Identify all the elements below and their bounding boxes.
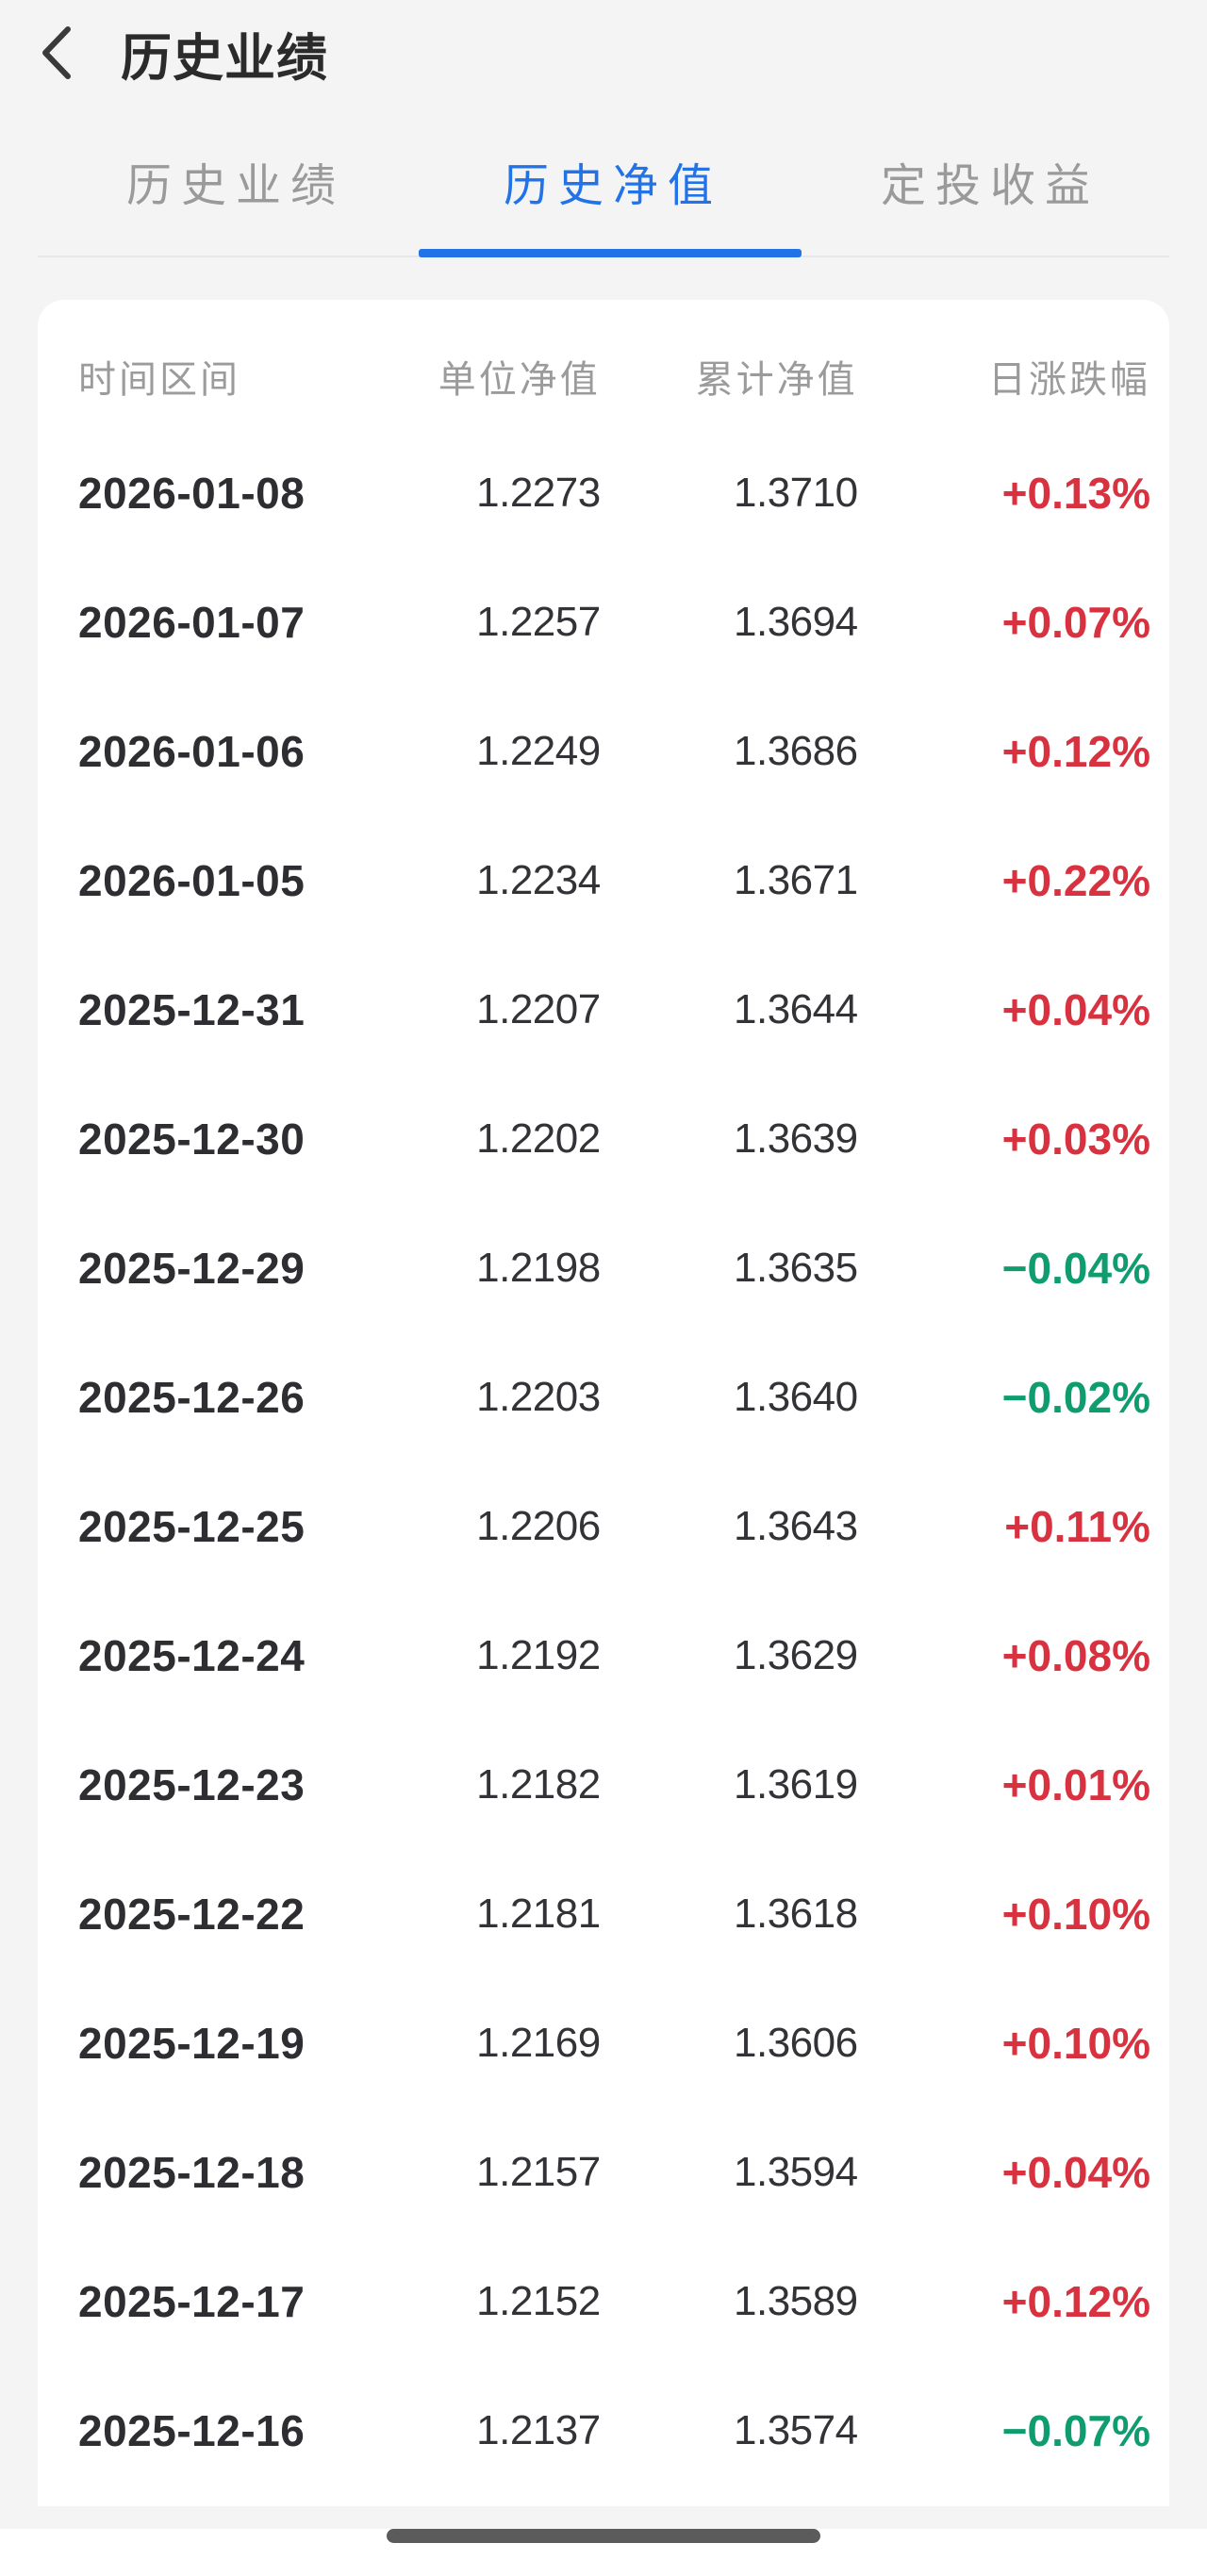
cell-cum-nav: 1.3671 (734, 856, 858, 903)
cell-date: 2025-12-23 (78, 1759, 306, 1809)
cell-daily-change: −0.04% (1001, 1243, 1150, 1293)
cell-unit-nav: 1.2137 (476, 2406, 601, 2453)
cell-cum-nav: 1.3643 (734, 1502, 858, 1549)
cell-cum-nav: 1.3618 (734, 1890, 858, 1937)
cell-unit-nav: 1.2198 (476, 1244, 601, 1291)
table-row[interactable]: 2025-12-30 1.2202 1.3639 +0.03% (78, 1074, 1150, 1203)
cell-cum-nav: 1.3639 (734, 1115, 858, 1162)
table-row[interactable]: 2025-12-26 1.2203 1.3640 −0.02% (78, 1332, 1150, 1461)
home-indicator[interactable] (387, 2529, 820, 2543)
cell-date: 2025-12-16 (78, 2405, 306, 2455)
cell-unit-nav: 1.2169 (476, 2019, 601, 2066)
cell-cum-nav: 1.3694 (734, 598, 858, 645)
back-icon (42, 26, 71, 79)
table-header: 时间区间 单位净值 累计净值 日涨跌幅 (78, 300, 1150, 402)
cell-unit-nav: 1.2234 (476, 856, 601, 903)
cell-date: 2025-12-30 (78, 1114, 306, 1164)
back-button[interactable] (40, 20, 81, 86)
page-title: 历史业绩 (121, 29, 328, 87)
cell-cum-nav: 1.3594 (734, 2148, 858, 2195)
cell-date: 2026-01-08 (78, 468, 306, 518)
cell-unit-nav: 1.2203 (476, 1373, 601, 1420)
cell-cum-nav: 1.3686 (734, 727, 858, 774)
cell-cum-nav: 1.3619 (734, 1760, 858, 1808)
cell-unit-nav: 1.2157 (476, 2148, 601, 2195)
cell-date: 2025-12-18 (78, 2147, 306, 2197)
tab-history-nav[interactable]: 历史净值 (503, 161, 722, 211)
system-nav-bar (0, 2529, 1207, 2576)
cell-daily-change: +0.10% (1001, 2018, 1150, 2068)
col-header-unit-nav: 单位净值 (438, 359, 601, 401)
cell-cum-nav: 1.3635 (734, 1244, 858, 1291)
cell-daily-change: +0.01% (1001, 1759, 1150, 1809)
table-row[interactable]: 2025-12-16 1.2137 1.3574 −0.07% (78, 2366, 1150, 2495)
cell-daily-change: −0.07% (1001, 2405, 1150, 2455)
table-row[interactable]: 2026-01-07 1.2257 1.3694 +0.07% (78, 557, 1150, 686)
cell-unit-nav: 1.2202 (476, 1115, 601, 1162)
table-row[interactable]: 2025-12-24 1.2192 1.3629 +0.08% (78, 1591, 1150, 1720)
cell-cum-nav: 1.3574 (734, 2406, 858, 2453)
cell-daily-change: +0.04% (1001, 2147, 1150, 2197)
cell-date: 2025-12-22 (78, 1889, 306, 1939)
cell-daily-change: +0.10% (1001, 1889, 1150, 1939)
cell-date: 2025-12-25 (78, 1501, 306, 1551)
cell-date: 2025-12-24 (78, 1630, 306, 1680)
cell-date: 2025-12-26 (78, 1372, 306, 1422)
table-row[interactable]: 2025-12-19 1.2169 1.3606 +0.10% (78, 1978, 1150, 2107)
cell-cum-nav: 1.3606 (734, 2019, 858, 2066)
cell-unit-nav: 1.2182 (476, 1760, 601, 1808)
col-header-date: 时间区间 (78, 359, 240, 401)
cell-cum-nav: 1.3589 (734, 2277, 858, 2324)
cell-daily-change: +0.07% (1001, 597, 1150, 647)
cell-date: 2025-12-29 (78, 1243, 306, 1293)
cell-daily-change: +0.03% (1001, 1114, 1150, 1164)
nav-history-card: 时间区间 单位净值 累计净值 日涨跌幅 2026-01-08 1.2273 1.… (38, 300, 1169, 2506)
cell-unit-nav: 1.2249 (476, 727, 601, 774)
cell-unit-nav: 1.2192 (476, 1631, 601, 1678)
active-tab-underline (419, 249, 802, 257)
cell-daily-change: +0.12% (1001, 726, 1150, 776)
cell-daily-change: +0.04% (1001, 984, 1150, 1034)
cell-cum-nav: 1.3640 (734, 1373, 858, 1420)
cell-unit-nav: 1.2206 (476, 1502, 601, 1549)
table-row[interactable]: 2025-12-29 1.2198 1.3635 −0.04% (78, 1203, 1150, 1332)
table-row[interactable]: 2025-12-23 1.2182 1.3619 +0.01% (78, 1720, 1150, 1849)
cell-date: 2026-01-05 (78, 855, 306, 905)
cell-daily-change: −0.02% (1001, 1372, 1150, 1422)
tab-bar: 历史业绩 历史净值 定投收益 (0, 106, 1207, 259)
table-row[interactable]: 2026-01-08 1.2273 1.3710 +0.13% (78, 428, 1150, 557)
cell-cum-nav: 1.3710 (734, 469, 858, 516)
cell-unit-nav: 1.2207 (476, 985, 601, 1032)
cell-cum-nav: 1.3629 (734, 1631, 858, 1678)
table-body: 2026-01-08 1.2273 1.3710 +0.13% 2026-01-… (78, 428, 1150, 2495)
cell-unit-nav: 1.2273 (476, 469, 601, 516)
cell-date: 2025-12-17 (78, 2276, 306, 2326)
cell-daily-change: +0.13% (1001, 468, 1150, 518)
cell-unit-nav: 1.2257 (476, 598, 601, 645)
tab-aip-returns[interactable]: 定投收益 (881, 161, 1100, 211)
cell-unit-nav: 1.2181 (476, 1890, 601, 1937)
app-header: 历史业绩 (0, 0, 1207, 106)
table-row[interactable]: 2025-12-25 1.2206 1.3643 +0.11% (78, 1461, 1150, 1591)
cell-cum-nav: 1.3644 (734, 985, 858, 1032)
cell-date: 2025-12-19 (78, 2018, 306, 2068)
table-row[interactable]: 2026-01-06 1.2249 1.3686 +0.12% (78, 686, 1150, 816)
table-row[interactable]: 2025-12-31 1.2207 1.3644 +0.04% (78, 945, 1150, 1074)
tab-history-performance[interactable]: 历史业绩 (125, 161, 345, 211)
table-row[interactable]: 2026-01-05 1.2234 1.3671 +0.22% (78, 816, 1150, 945)
col-header-daily-change: 日涨跌幅 (987, 359, 1150, 401)
cell-unit-nav: 1.2152 (476, 2277, 601, 2324)
cell-daily-change: +0.22% (1001, 855, 1150, 905)
cell-date: 2026-01-07 (78, 597, 306, 647)
cell-date: 2025-12-31 (78, 984, 306, 1034)
table-row[interactable]: 2025-12-17 1.2152 1.3589 +0.12% (78, 2237, 1150, 2366)
table-row[interactable]: 2025-12-22 1.2181 1.3618 +0.10% (78, 1849, 1150, 1978)
cell-daily-change: +0.08% (1001, 1630, 1150, 1680)
col-header-cum-nav: 累计净值 (695, 359, 858, 401)
cell-daily-change: +0.11% (1004, 1501, 1150, 1551)
cell-daily-change: +0.12% (1001, 2276, 1150, 2326)
table-row[interactable]: 2025-12-18 1.2157 1.3594 +0.04% (78, 2107, 1150, 2237)
cell-date: 2026-01-06 (78, 726, 306, 776)
